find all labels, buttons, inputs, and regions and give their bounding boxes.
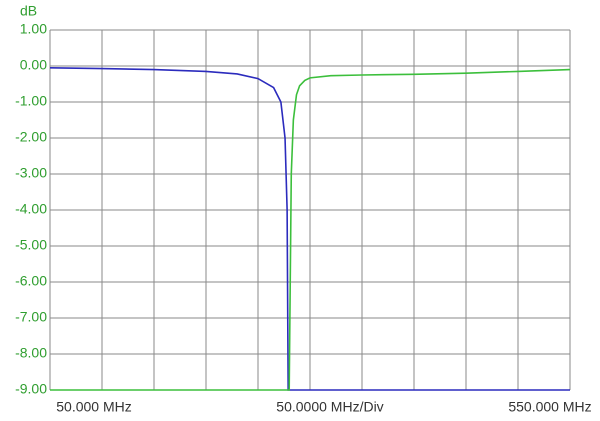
- x-tick-label: 50.000 MHz: [56, 399, 131, 415]
- x-tick-label: 550.000 MHz: [508, 399, 591, 415]
- y-tick-label: -2.00: [15, 129, 47, 145]
- y-tick-label: -7.00: [15, 309, 47, 325]
- y-tick-label: 1.00: [20, 21, 47, 37]
- y-tick-label: -9.00: [15, 381, 47, 397]
- y-unit: dB: [20, 3, 37, 19]
- y-tick-label: -5.00: [15, 237, 47, 253]
- x-scale-label: 50.0000 MHz/Div: [276, 399, 383, 415]
- y-tick-label: -3.00: [15, 165, 47, 181]
- y-tick-label: -4.00: [15, 201, 47, 217]
- series-line: [49, 67, 570, 391]
- y-tick-label: -1.00: [15, 93, 47, 109]
- y-tick-label: -6.00: [15, 273, 47, 289]
- y-tick-label: -8.00: [15, 345, 47, 361]
- series-line: [50, 68, 571, 391]
- y-tick-label: 0.00: [20, 57, 47, 73]
